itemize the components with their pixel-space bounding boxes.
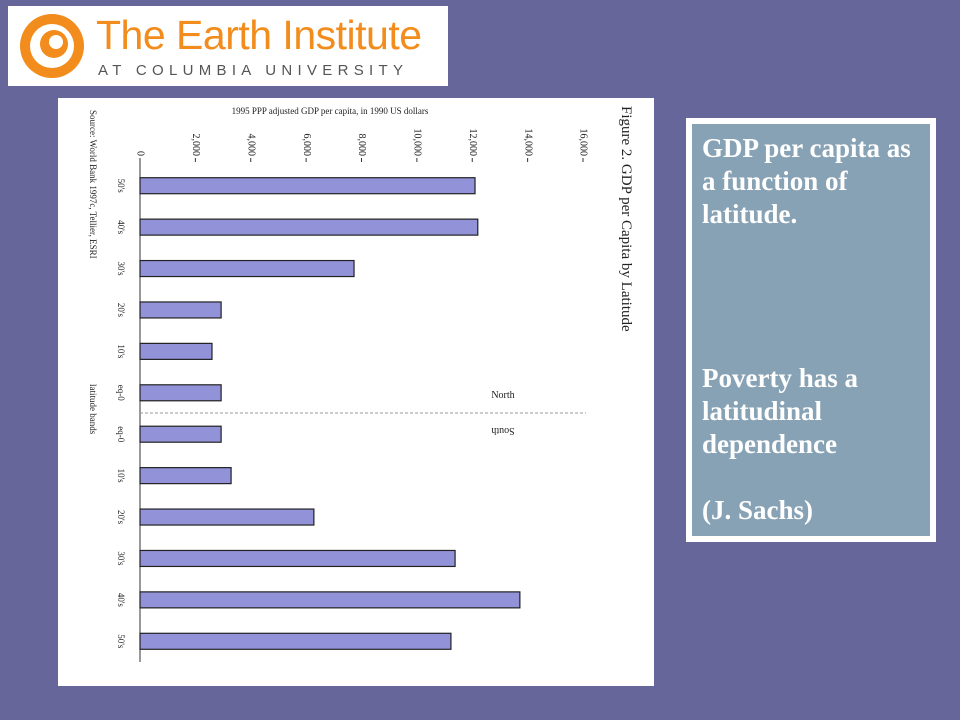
y-tick-label: 10's bbox=[116, 344, 126, 359]
bar bbox=[139, 384, 222, 402]
bar bbox=[139, 591, 521, 609]
y-tick-label: eq-0 bbox=[116, 385, 126, 401]
annotation: South bbox=[491, 425, 514, 436]
note-text: Poverty has a latitudinal dependence bbox=[702, 363, 858, 459]
y-tick-label: 50's bbox=[116, 634, 126, 649]
y-tick-label: 20's bbox=[116, 510, 126, 525]
x-tick-label: 2,000 bbox=[190, 134, 201, 157]
bar bbox=[139, 218, 479, 236]
y-tick-label: 50's bbox=[116, 179, 126, 194]
logo: The Earth Institute AT COLUMBIA UNIVERSI… bbox=[8, 6, 448, 86]
x-tick-label: 10,000 bbox=[412, 129, 423, 157]
note-text: (J. Sachs) bbox=[702, 495, 814, 525]
source: Source: World Bank 1997c, Tellier, ESRI bbox=[88, 110, 98, 259]
bar bbox=[139, 508, 315, 526]
y-tick-label: 10's bbox=[116, 469, 126, 484]
y-tick-label: eq-0 bbox=[116, 426, 126, 442]
bar bbox=[139, 259, 355, 278]
bar bbox=[139, 301, 222, 319]
logo-icon bbox=[20, 14, 84, 78]
y-tick-label: 40's bbox=[116, 220, 126, 235]
y-tick-label: 30's bbox=[116, 261, 126, 276]
y-tick-label: 20's bbox=[116, 303, 126, 318]
x-tick-label: 12,000 bbox=[467, 129, 478, 157]
logo-title: The Earth Institute bbox=[96, 12, 422, 58]
y-tick-label: 40's bbox=[116, 593, 126, 608]
chart-title: Figure 2. GDP per Capita by Latitude bbox=[618, 106, 634, 332]
note-text: GDP per capita as a function of latitude… bbox=[702, 133, 911, 229]
category-axis-label: latitude bands bbox=[88, 384, 98, 435]
axis-label: 1995 PPP adjusted GDP per capita, in 199… bbox=[232, 106, 429, 116]
x-tick-label: 4,000 bbox=[245, 134, 256, 157]
logo-subtitle: AT COLUMBIA UNIVERSITY bbox=[98, 62, 409, 79]
bar bbox=[139, 342, 213, 360]
x-tick-label: 6,000 bbox=[301, 134, 312, 157]
x-tick-label: 14,000 bbox=[522, 129, 533, 157]
x-tick-label: 8,000 bbox=[356, 134, 367, 157]
bar bbox=[139, 467, 232, 485]
x-tick-label: 0 bbox=[135, 151, 146, 156]
bar bbox=[139, 425, 222, 443]
bar bbox=[139, 549, 456, 568]
annotation: North bbox=[491, 390, 514, 401]
note-box: GDP per capita as a function of latitude… bbox=[686, 118, 936, 542]
bar bbox=[139, 632, 452, 650]
x-tick-label: 16,000 bbox=[578, 129, 589, 157]
bar bbox=[139, 177, 476, 195]
y-tick-label: 30's bbox=[116, 551, 126, 566]
